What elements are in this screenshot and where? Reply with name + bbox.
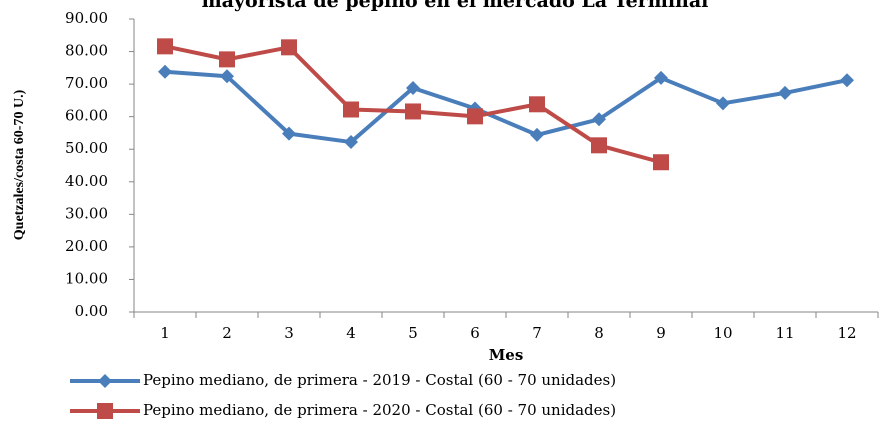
point-marker	[406, 81, 420, 96]
legend-label: Pepino mediano, de primera - 2019 - Cost…	[143, 371, 616, 389]
x-tick-label: 6	[470, 324, 480, 342]
point-marker	[343, 101, 359, 118]
point-marker	[220, 69, 234, 84]
x-tick-label: 9	[656, 324, 666, 342]
point-marker	[282, 126, 296, 141]
y-tick-label: 90.00	[65, 9, 108, 27]
point-marker	[840, 73, 854, 88]
x-tick-label: 5	[408, 324, 418, 342]
y-tick-label: 0.00	[75, 302, 108, 320]
point-marker	[157, 38, 173, 55]
point-marker	[591, 137, 607, 154]
legend-label: Pepino mediano, de primera - 2020 - Cost…	[143, 401, 616, 419]
x-tick-label: 7	[532, 324, 542, 342]
point-marker	[158, 64, 172, 79]
chart-title: mayorista de pepino en el mercado La Ter…	[202, 0, 709, 12]
y-axis-label: Quetzales/costa 60-70 U.)	[12, 89, 27, 240]
point-marker	[592, 112, 606, 127]
y-tick-label: 50.00	[65, 139, 108, 157]
point-marker	[467, 108, 483, 125]
point-marker	[529, 96, 545, 113]
x-tick-label: 10	[713, 324, 732, 342]
point-marker	[530, 127, 544, 142]
series-line	[164, 69, 848, 145]
point-marker	[653, 154, 669, 171]
legend-marker	[97, 403, 113, 419]
y-tick-label: 80.00	[65, 42, 108, 60]
y-tick-label: 70.00	[65, 74, 108, 92]
point-marker	[654, 70, 668, 85]
x-tick-label: 4	[346, 324, 356, 342]
point-marker	[344, 135, 358, 150]
y-tick-label: 10.00	[65, 269, 108, 287]
point-marker	[219, 51, 235, 68]
y-tick-label: 40.00	[65, 172, 108, 190]
y-tick-label: 60.00	[65, 107, 108, 125]
y-tick-label: 30.00	[65, 204, 108, 222]
x-tick-label: 11	[775, 324, 794, 342]
point-marker	[778, 85, 792, 100]
x-tick-label: 8	[594, 324, 604, 342]
x-axis-label: Mes	[489, 346, 524, 364]
x-tick-label: 12	[837, 324, 856, 342]
point-marker	[716, 96, 730, 111]
x-tick-label: 2	[222, 324, 232, 342]
point-marker	[405, 103, 421, 120]
x-tick-label: 1	[160, 324, 170, 342]
point-marker	[281, 39, 297, 56]
legend-marker	[98, 374, 112, 388]
y-tick-label: 20.00	[65, 237, 108, 255]
x-tick-label: 3	[284, 324, 294, 342]
